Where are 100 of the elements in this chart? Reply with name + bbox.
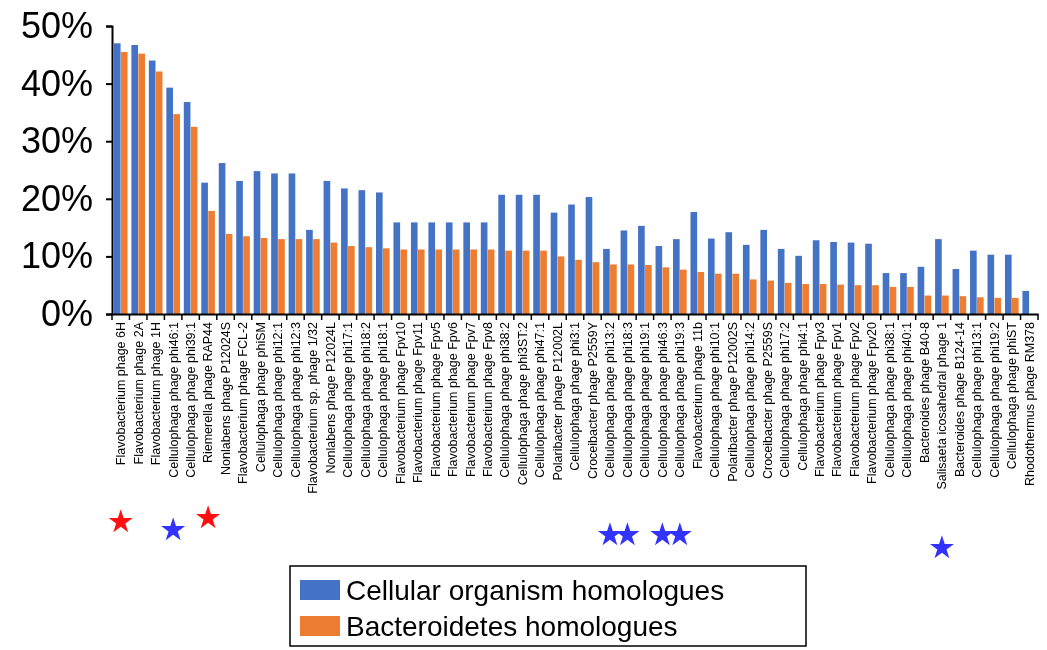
x-tick-label: Cellulophaga phage phi46:3 — [655, 321, 670, 478]
bar — [592, 262, 600, 314]
bar — [540, 250, 547, 314]
x-tick-label: Flavobacterium sp. phage 1/32 — [306, 321, 321, 494]
x-tick-label: Flavobacterium phage Fpv5 — [428, 321, 443, 477]
bar — [819, 284, 827, 314]
bar — [417, 249, 425, 314]
x-tick-label: Nonlabens phage P12024L — [323, 321, 338, 474]
bar — [568, 204, 575, 314]
bar — [295, 239, 303, 314]
bar — [952, 269, 960, 314]
x-tick-label: Flavobacterium phage Fpv11 — [411, 321, 426, 483]
x-tick-label: Cellulophaga phage phi18:2 — [358, 321, 373, 478]
bar — [872, 285, 879, 314]
bar — [155, 71, 163, 314]
bar — [323, 180, 331, 314]
bar — [452, 249, 460, 314]
bar — [348, 246, 355, 314]
x-tick-label: Nonlabens phage P12024S — [218, 322, 233, 475]
bar — [575, 259, 582, 314]
bar — [837, 284, 844, 314]
bar — [445, 222, 453, 314]
x-tick-label: Flavobacterium phage Fpv8 — [481, 321, 496, 477]
bar — [795, 255, 802, 314]
y-tick-label: 40% — [20, 62, 93, 104]
x-tick-label: Croceibacter phage P2559Y — [585, 321, 600, 480]
x-tick-label: Cellulophaga phage phi18:1 — [376, 321, 391, 478]
bar — [777, 248, 785, 314]
bar — [680, 269, 687, 314]
bar — [435, 249, 443, 314]
x-tick-label: Cellulophaga phage phiST — [1005, 321, 1020, 470]
bar — [959, 296, 967, 314]
bar — [882, 273, 890, 314]
bar — [428, 222, 436, 314]
x-tick-label: Cellulophaga phage phi19:2 — [987, 321, 1002, 478]
bar — [970, 250, 977, 314]
x-tick-label: Cellulophaga phage phi17:1 — [341, 321, 356, 478]
bar — [935, 239, 942, 314]
bar — [330, 242, 338, 314]
x-tick-label: Cellulophaga phage phi3:1 — [568, 321, 583, 471]
x-tick-label: Cellulophaga phage phi46:1 — [166, 321, 181, 478]
x-tick-label: Flavobacterium phage 11b — [690, 321, 705, 470]
x-tick-label: Flavobacterium phage FCL-2 — [236, 321, 251, 484]
bar — [550, 212, 558, 314]
bar — [854, 285, 862, 314]
y-tick-label: 20% — [20, 177, 93, 219]
x-tick-label: Flavobacterium phage Fpv2 — [847, 321, 862, 477]
bar — [480, 222, 488, 314]
x-tick-label: Cellulophaga phage phi12:3 — [288, 321, 303, 478]
bar — [376, 192, 383, 314]
x-tick-label: Flavobacterium phage 2A — [131, 321, 146, 465]
bar — [313, 239, 320, 314]
bar — [190, 126, 198, 314]
bar — [673, 239, 680, 314]
bar — [655, 246, 663, 314]
bar — [1022, 290, 1030, 314]
x-tick-label: Riemerella phage RAP44 — [201, 321, 216, 464]
x-tick-label: Flavobacterium phage Fpv3 — [812, 321, 827, 477]
bar — [977, 297, 984, 314]
bar — [707, 238, 715, 314]
x-tick-label: Cellulophaga phage phi17:2 — [778, 321, 793, 478]
bar — [138, 53, 146, 314]
bar — [522, 250, 530, 314]
x-tick-label: Cellulophaga phage phiSM — [253, 322, 268, 473]
bar — [236, 180, 243, 314]
bar — [183, 102, 191, 314]
x-tick-label: Cellulophaga phage phi38:2 — [498, 321, 513, 478]
bar — [243, 236, 250, 314]
x-tick-label: Cellulophaga phage phi19:1 — [638, 321, 653, 478]
bar — [260, 237, 268, 314]
bar — [358, 190, 366, 314]
x-tick-label: Cellulophaga phage phi13:2 — [603, 321, 618, 478]
bar — [288, 173, 296, 314]
bar — [638, 225, 645, 314]
bar — [173, 114, 180, 314]
bar — [253, 171, 261, 314]
bar — [662, 267, 670, 314]
x-tick-label: Salisaeta icosahedral phage 1 — [935, 321, 950, 490]
bar — [557, 256, 565, 314]
bar — [847, 242, 855, 314]
x-tick-label: Rhodothermus phage RM378 — [1022, 321, 1037, 486]
x-tick-label: Flavobacterium phage 6H — [114, 322, 129, 466]
x-tick-label: Flavobacterium phage Fpv20 — [865, 321, 880, 484]
x-tick-label: Polaribacter phage P12002S — [725, 322, 740, 482]
y-tick-label: 10% — [20, 235, 93, 277]
bar — [865, 243, 872, 314]
bar — [732, 273, 740, 314]
legend-label: Bacteroidetes homologues — [346, 610, 678, 642]
bar — [393, 222, 401, 314]
bar — [113, 43, 121, 314]
bar — [812, 240, 820, 314]
x-tick-label: Cellulophaga phage phi14:2 — [743, 321, 758, 478]
bar — [645, 265, 652, 314]
bar — [697, 271, 705, 314]
bar — [900, 273, 907, 314]
x-tick-label: Bacteroides phage B40-8 — [917, 321, 932, 464]
bar — [487, 249, 495, 314]
bar — [271, 173, 278, 314]
x-tick-label: Cellulophaga phage phi19:3 — [673, 321, 688, 478]
x-tick-label: Cellulophaga phage phi4:1 — [795, 321, 810, 471]
